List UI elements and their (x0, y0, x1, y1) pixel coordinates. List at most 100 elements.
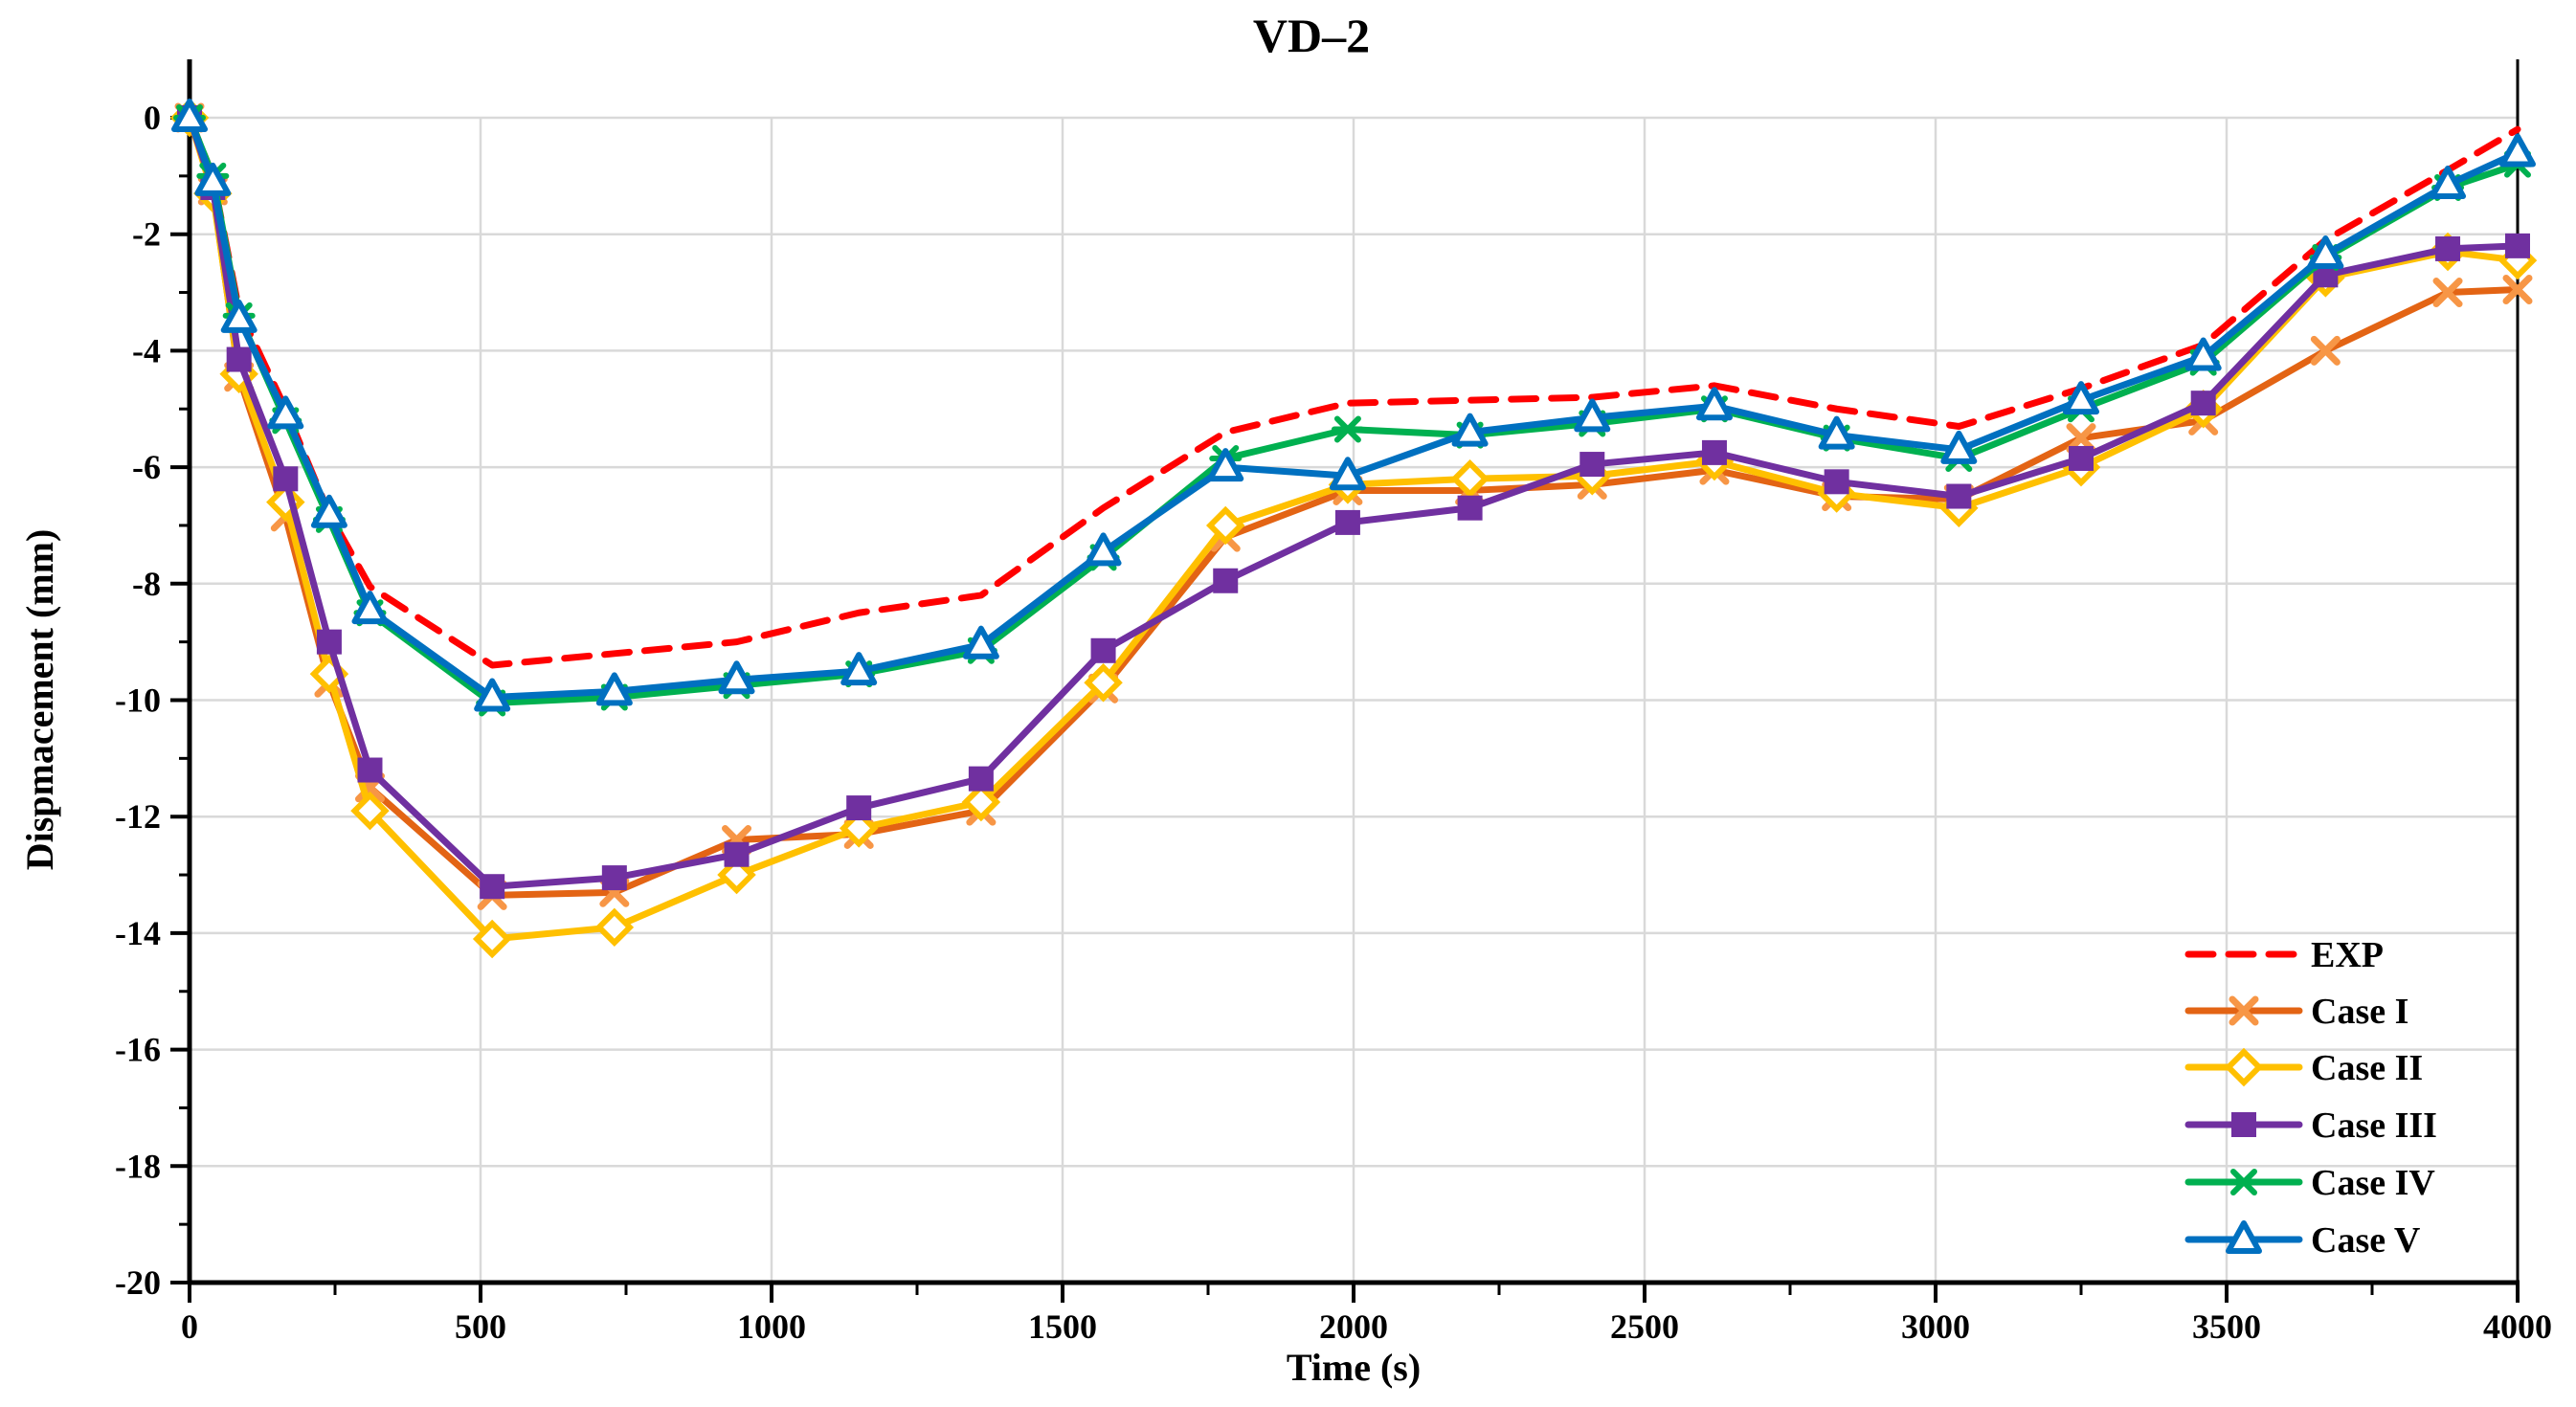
triangle-marker (962, 625, 999, 659)
series-case-v (171, 99, 2536, 712)
diamond-marker (350, 791, 390, 831)
legend-item-case-i: Case I (2184, 992, 2408, 1032)
triangle-marker (1451, 413, 1489, 447)
x-marker (2310, 335, 2341, 366)
x-tick-label: 1500 (1028, 1307, 1097, 1346)
square-marker (968, 766, 994, 792)
square-marker (601, 865, 627, 891)
triangle-marker (310, 494, 347, 528)
x-tick-label: 2000 (1319, 1307, 1388, 1346)
triangle-marker (595, 672, 633, 706)
square-marker (1334, 509, 1360, 535)
square-marker (2231, 1112, 2256, 1137)
x-marker (2502, 275, 2533, 305)
x-tick-label: 2500 (1610, 1307, 1679, 1346)
legend-label: Case III (2311, 1106, 2437, 1146)
y-tick-label: -4 (132, 331, 161, 369)
y-tick-label: -6 (132, 448, 161, 486)
y-tick-label: -8 (132, 565, 161, 603)
y-tick-label: -10 (115, 681, 161, 720)
y-tick-label: -14 (115, 914, 161, 952)
square-marker (226, 346, 252, 372)
legend-label: Case I (2311, 992, 2408, 1032)
diamond-marker (594, 907, 635, 948)
square-marker (1946, 483, 1972, 509)
x-axis-title: Time (s) (1286, 1346, 1422, 1389)
legend-item-case-iv: Case IV (2184, 1163, 2435, 1203)
diamond-marker (839, 809, 879, 848)
y-tick-label: -16 (115, 1031, 161, 1069)
x-tick-label: 4000 (2483, 1307, 2552, 1346)
y-tick-label: 0 (144, 99, 161, 137)
square-marker (1213, 568, 1239, 593)
x-tick-label: 3500 (2192, 1307, 2261, 1346)
legend-item-case-ii: Case II (2184, 1047, 2423, 1088)
triangle-marker (2063, 381, 2099, 415)
triangle-marker (1695, 387, 1733, 421)
diamond-marker (1205, 505, 1245, 546)
square-marker (1824, 469, 1849, 495)
triangle-marker (2430, 165, 2467, 199)
triangle-marker (1085, 532, 1122, 567)
triangle-marker (1329, 457, 1366, 491)
square-marker (2069, 445, 2094, 471)
triangle-marker (194, 162, 232, 196)
series-group (169, 98, 2538, 959)
legend-item-exp: EXP (2184, 935, 2384, 975)
y-axis-title: Dispmacement (mm) (18, 528, 61, 871)
square-marker (2505, 233, 2530, 258)
triangle-marker (1574, 398, 1611, 433)
square-marker (316, 629, 342, 655)
triangle-marker (1940, 430, 1978, 464)
triangle-marker (351, 591, 389, 625)
square-marker (846, 795, 872, 821)
square-marker (2190, 391, 2216, 416)
series-case-iii (177, 105, 2530, 900)
y-tick-label: -2 (132, 215, 161, 254)
x-marker (2229, 995, 2259, 1026)
axis-ticks (170, 116, 2520, 1303)
y-tick-label: -20 (115, 1263, 161, 1302)
y-tick-label: -12 (115, 797, 161, 836)
chart-legend: EXP Case I Case II Case III Case IV Case V (2184, 935, 2437, 1261)
triangle-marker (171, 99, 208, 132)
square-marker (1579, 452, 1605, 478)
legend-label: EXP (2311, 935, 2384, 975)
triangle-marker (2184, 337, 2222, 371)
tick-labels: 0 -2 -4 -6 -8 -10 -12 -14 -16 -18 -20 0 500 1000 1500 2… (115, 99, 2552, 1346)
diamond-marker (472, 919, 512, 959)
x-tick-label: 0 (181, 1307, 198, 1346)
square-marker (2435, 235, 2461, 261)
legend-label: Case IV (2311, 1163, 2435, 1203)
square-marker (1090, 637, 1116, 663)
triangle-marker (840, 652, 878, 686)
diamond-marker (1084, 663, 1123, 703)
legend-label: Case V (2311, 1220, 2421, 1261)
square-marker (724, 841, 750, 867)
triangle-marker (2499, 133, 2536, 168)
diamond-marker (2224, 1047, 2264, 1087)
triangle-marker (267, 395, 304, 430)
asterisk-marker (2228, 1169, 2260, 1195)
chart-title: VD–2 (1252, 9, 1371, 62)
triangle-marker (718, 660, 755, 695)
square-marker (1457, 495, 1483, 521)
square-marker (273, 466, 299, 492)
legend-label: Case II (2311, 1048, 2423, 1088)
diamond-marker (717, 855, 756, 895)
x-tick-label: 3000 (1901, 1307, 1970, 1346)
asterisk-marker (1331, 415, 1364, 443)
triangle-marker (474, 678, 511, 712)
square-marker (480, 874, 505, 900)
square-marker (357, 757, 383, 783)
triangle-marker (1818, 415, 1855, 450)
y-tick-label: -18 (115, 1147, 161, 1185)
legend-item-case-iii: Case III (2184, 1106, 2437, 1146)
diamond-marker (1450, 459, 1490, 499)
triangle-marker (1207, 448, 1244, 482)
triangle-marker (2307, 234, 2344, 269)
diamond-marker (961, 782, 1001, 822)
x-marker (2066, 423, 2096, 454)
